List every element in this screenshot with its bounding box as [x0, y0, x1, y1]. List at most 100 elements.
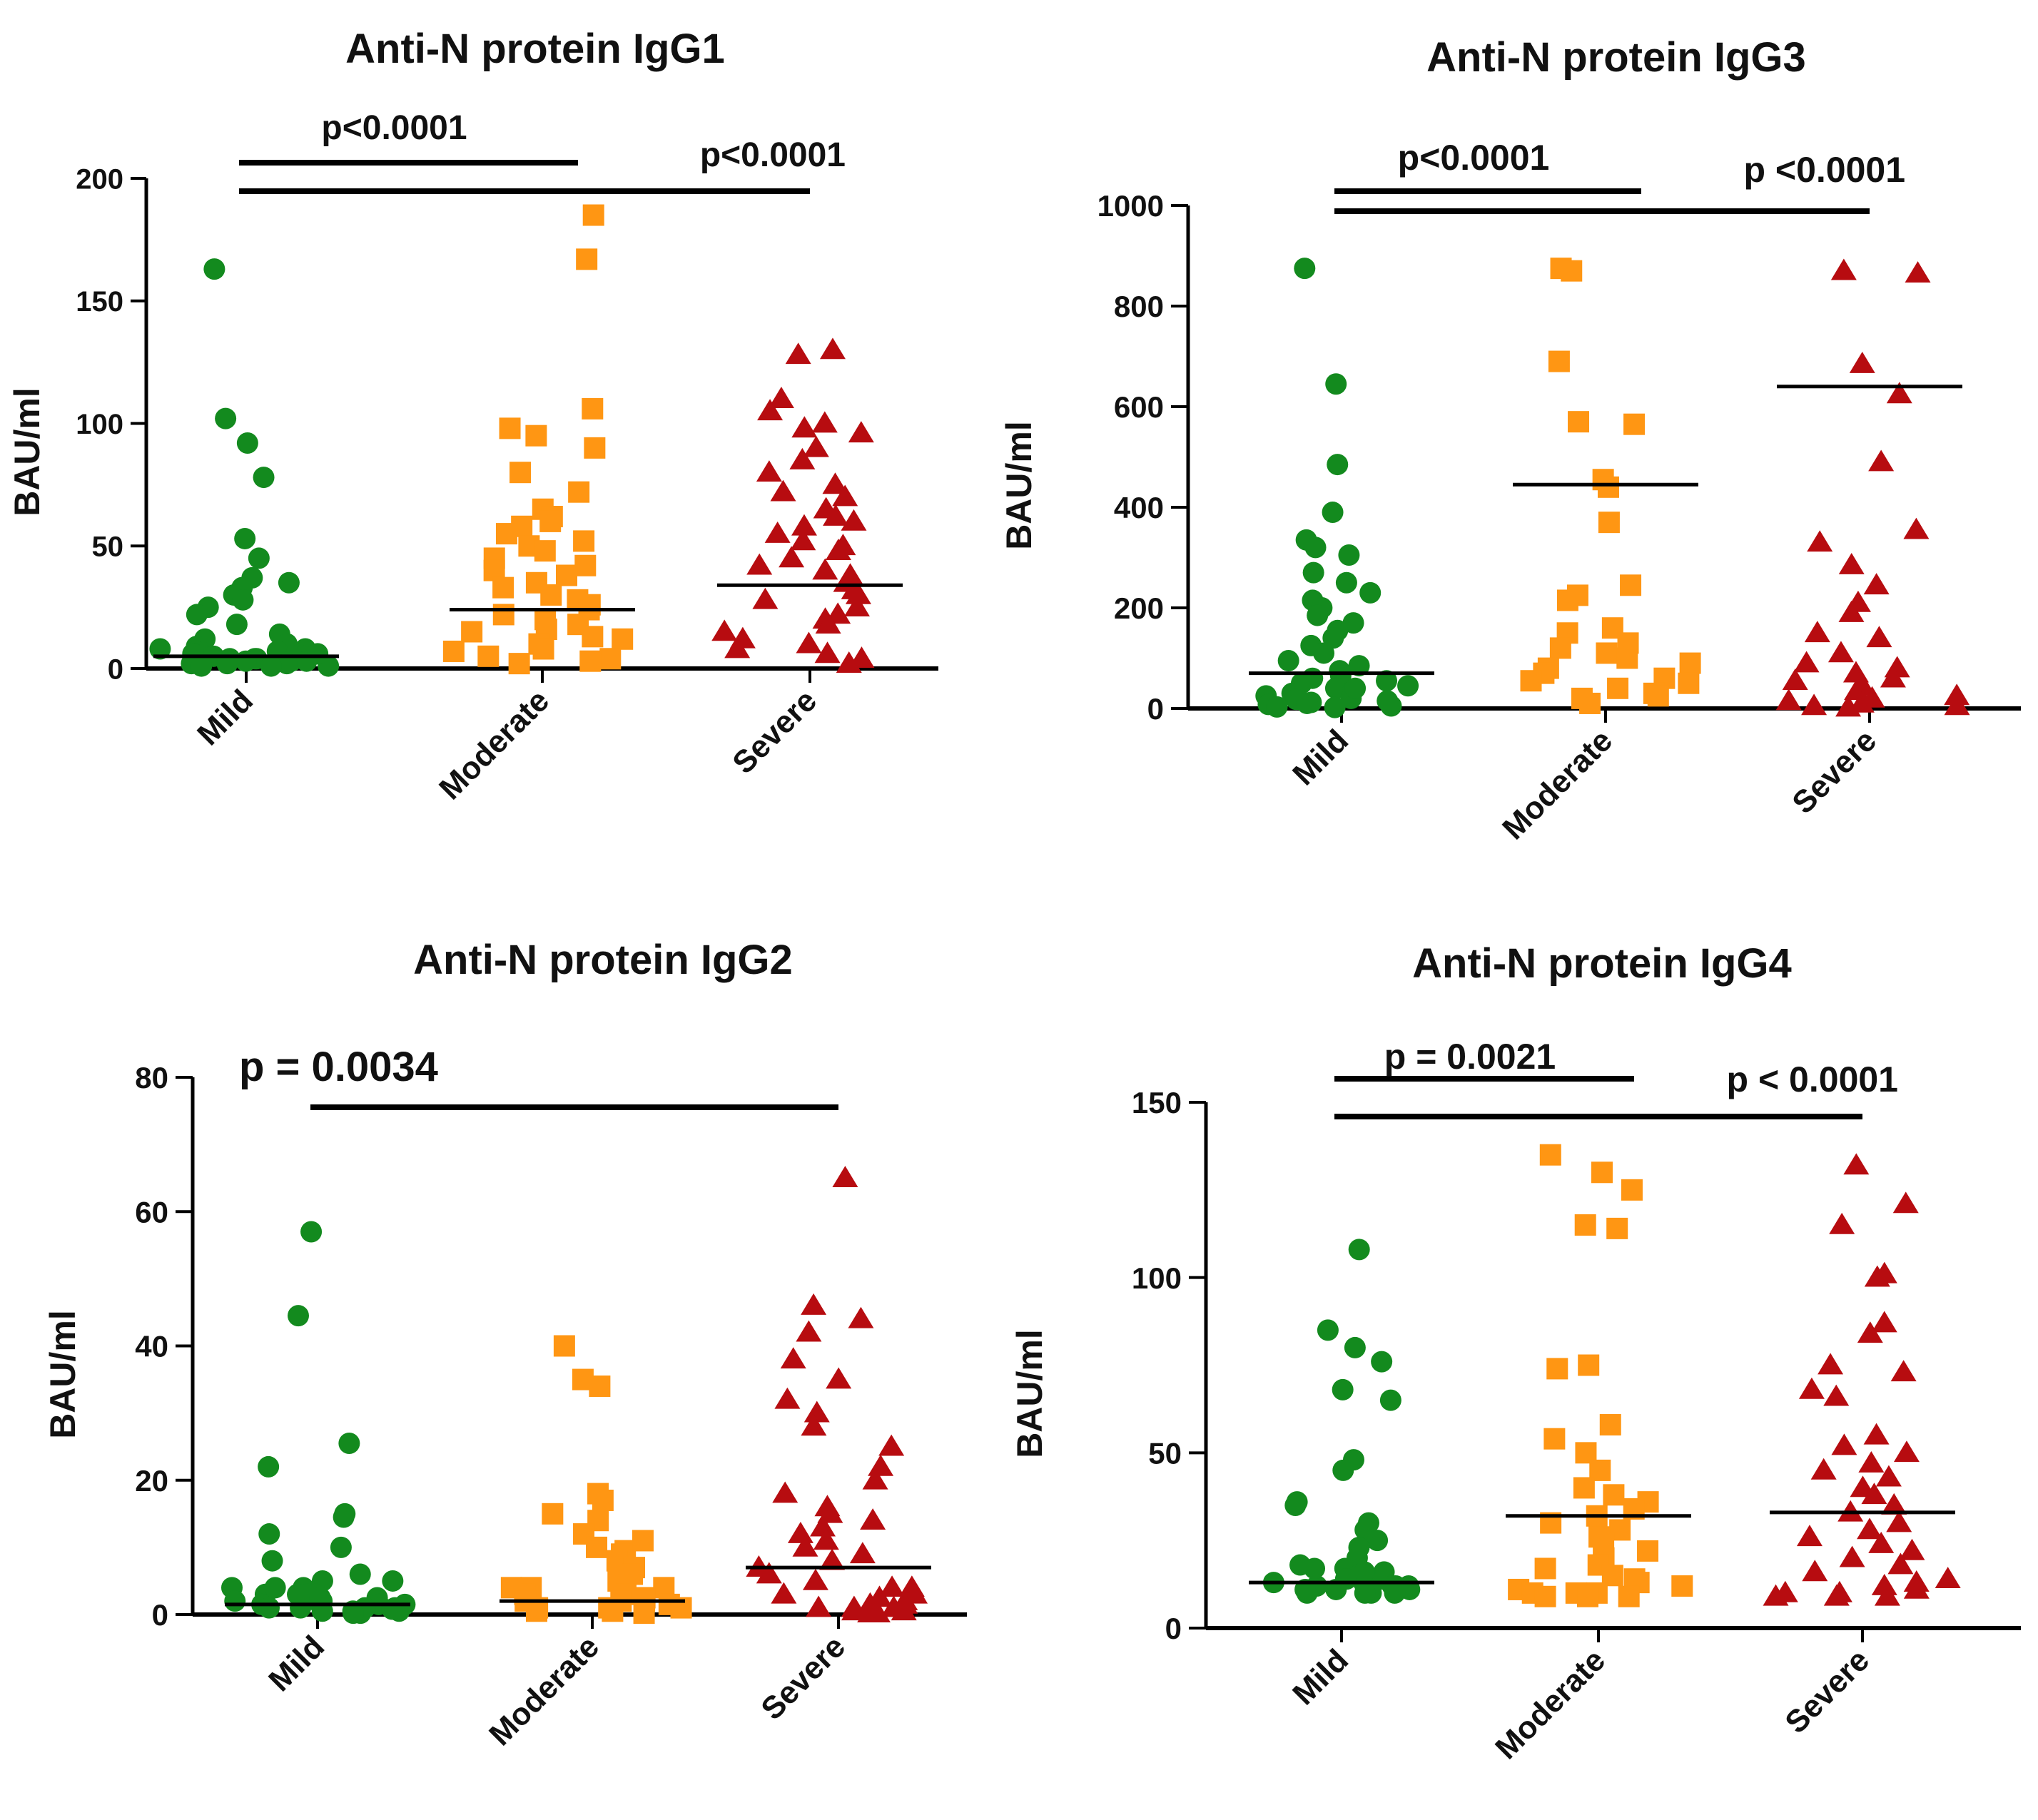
data-point-severe	[841, 509, 867, 531]
data-point-moderate	[542, 1503, 564, 1525]
y-tick-label: 0	[108, 654, 123, 685]
data-point-severe	[1798, 1377, 1825, 1399]
data-point-severe	[1861, 1483, 1887, 1505]
data-point-severe	[746, 553, 773, 575]
data-point-moderate	[508, 653, 530, 675]
data-point-severe	[1875, 1465, 1902, 1487]
data-point-moderate	[477, 645, 500, 667]
data-point-mild	[149, 638, 171, 660]
data-point-moderate	[442, 640, 465, 662]
y-tick-label: 150	[1132, 1086, 1182, 1119]
data-point-mild	[1307, 604, 1329, 626]
data-point-severe	[1903, 517, 1930, 539]
data-point-severe	[768, 387, 794, 408]
data-point-severe	[1871, 1311, 1897, 1333]
data-point-severe	[1866, 626, 1892, 648]
data-point-mild	[300, 1221, 323, 1243]
data-point-mild	[1344, 1336, 1366, 1358]
data-point-moderate	[582, 204, 604, 226]
data-point-moderate	[599, 648, 622, 670]
data-point-mild	[330, 1536, 352, 1558]
data-point-mild	[235, 650, 257, 672]
data-point-mild	[264, 1577, 286, 1599]
data-point-severe	[1874, 1584, 1900, 1606]
data-point-mild	[349, 1563, 371, 1585]
data-point-severe	[806, 1595, 832, 1617]
data-point-mild	[248, 547, 270, 569]
data-point-moderate	[1568, 411, 1590, 433]
data-point-severe	[1838, 600, 1865, 622]
data-point-severe	[823, 504, 849, 526]
data-point-severe	[779, 546, 805, 568]
data-point-mild	[232, 589, 254, 611]
data-point-severe	[1887, 1552, 1914, 1575]
data-point-mild	[258, 1597, 280, 1619]
data-point-severe	[1864, 1265, 1890, 1287]
data-point-mild	[307, 643, 329, 665]
data-point-severe	[1899, 1538, 1925, 1560]
data-point-moderate	[582, 626, 604, 648]
data-point-severe	[832, 1166, 858, 1188]
data-point-mild	[1354, 1561, 1376, 1583]
data-point-mild	[1348, 655, 1370, 677]
data-point-moderate	[612, 628, 634, 650]
data-point-moderate	[510, 462, 532, 484]
y-tick-label: 40	[135, 1330, 168, 1363]
data-point-mild	[338, 1432, 360, 1454]
p-value-label: p <0.0001	[1743, 150, 1905, 190]
data-point-severe	[789, 447, 816, 469]
data-point-severe	[1796, 1525, 1822, 1547]
data-point-severe	[1863, 1423, 1890, 1445]
data-point-moderate	[1606, 1217, 1628, 1239]
data-point-mild	[1317, 1319, 1339, 1341]
data-point-moderate	[1577, 1585, 1599, 1607]
data-point-severe	[1881, 1493, 1907, 1515]
data-point-severe	[1903, 1577, 1930, 1599]
chart-title: Anti-N protein IgG4	[1412, 940, 1792, 987]
data-point-severe	[1892, 1191, 1919, 1214]
data-point-mild	[1379, 1389, 1401, 1411]
data-point-severe	[1831, 1433, 1857, 1455]
data-point-moderate	[1548, 350, 1570, 372]
data-point-mild	[1376, 670, 1398, 692]
data-point-severe	[1793, 651, 1820, 673]
data-point-mild	[1344, 677, 1367, 699]
data-point-severe	[881, 1595, 907, 1617]
data-point-severe	[832, 484, 858, 507]
data-point-severe	[1835, 695, 1862, 717]
data-point-severe	[878, 1434, 905, 1456]
data-point-moderate	[1579, 692, 1601, 714]
y-tick-label: 800	[1114, 290, 1164, 323]
y-tick-label: 200	[1114, 591, 1164, 625]
data-point-severe	[1880, 666, 1906, 688]
data-point-severe	[812, 558, 838, 580]
data-point-severe	[1801, 693, 1827, 716]
data-point-moderate	[1520, 670, 1542, 692]
data-point-severe	[813, 1528, 839, 1550]
y-tick-label: 0	[1147, 692, 1164, 726]
p-value-label: p<0.0001	[321, 109, 467, 147]
data-point-moderate	[582, 397, 604, 420]
data-point-moderate	[586, 1536, 608, 1558]
data-point-moderate	[1596, 642, 1618, 664]
y-axis-label: BAU/ml	[1010, 1329, 1050, 1458]
data-point-moderate	[1591, 1161, 1613, 1184]
data-point-severe	[770, 479, 796, 502]
y-tick-label: 1000	[1097, 189, 1164, 223]
p-value-label: p < 0.0001	[1727, 1059, 1898, 1099]
data-point-mild	[216, 653, 238, 675]
data-point-severe	[1857, 1321, 1883, 1343]
p-value-label: p = 0.0021	[1384, 1037, 1556, 1077]
data-point-severe	[809, 1515, 836, 1537]
data-point-moderate	[461, 621, 483, 643]
data-point-moderate	[1578, 1354, 1600, 1376]
data-point-mild	[1266, 696, 1288, 718]
data-point-moderate	[553, 1335, 575, 1357]
data-point-moderate	[555, 564, 577, 586]
data-point-severe	[1807, 530, 1833, 552]
data-point-severe	[791, 416, 818, 438]
data-point-severe	[1905, 261, 1931, 283]
data-point-moderate	[534, 540, 556, 562]
data-point-moderate	[525, 425, 547, 447]
